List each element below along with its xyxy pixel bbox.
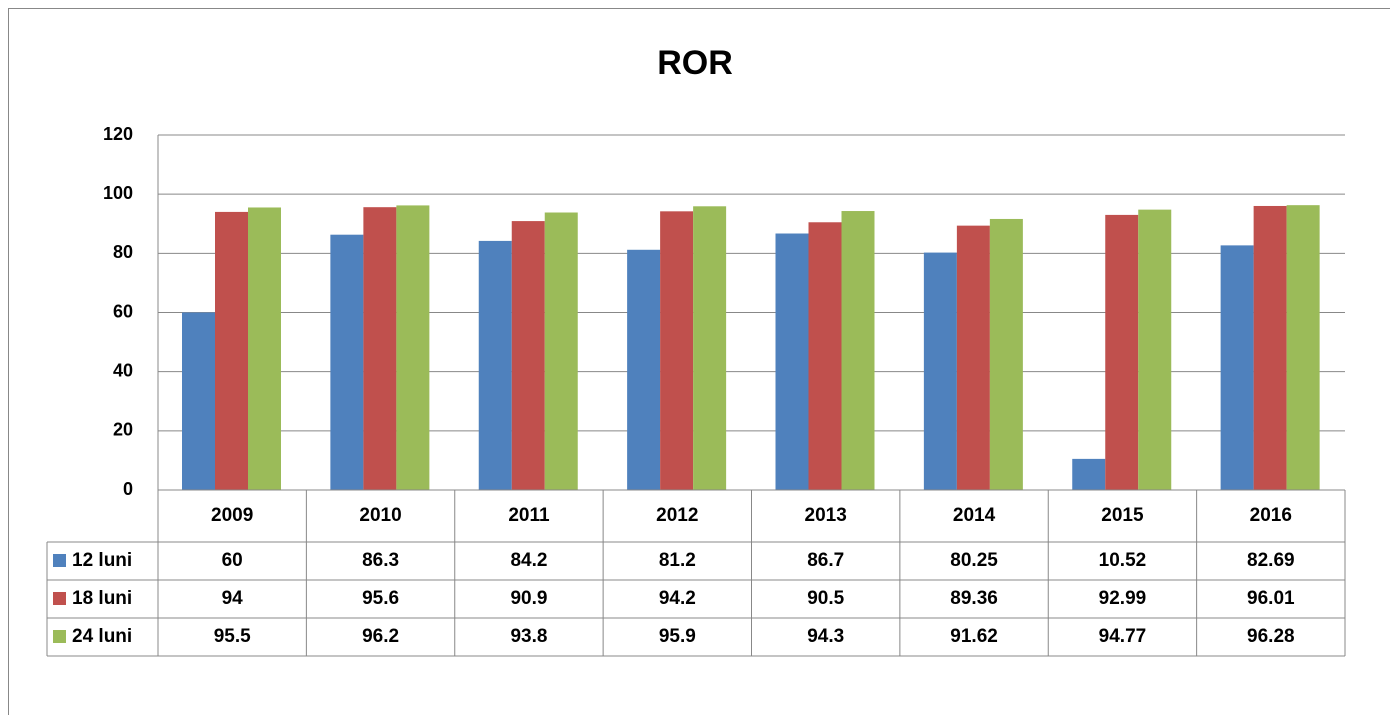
table-cell: 93.8	[510, 626, 547, 647]
table-cell: 94	[222, 588, 244, 609]
legend-key	[53, 554, 66, 567]
x-tick-label: 2013	[805, 505, 847, 526]
chart-frame	[8, 8, 1390, 715]
bar	[956, 225, 990, 491]
bar	[1072, 458, 1106, 490]
table-cell: 94.77	[1099, 626, 1147, 647]
table-cell: 96.2	[362, 626, 399, 647]
bar	[808, 222, 842, 491]
y-tick-label: 20	[113, 420, 133, 440]
bar	[478, 240, 512, 490]
bar	[923, 252, 957, 490]
bar	[1138, 209, 1172, 491]
y-tick-label: 40	[113, 360, 133, 380]
bar	[1105, 214, 1139, 490]
x-tick-label: 2012	[656, 505, 698, 526]
bar	[1286, 205, 1320, 490]
table-cell: 95.9	[659, 626, 696, 647]
bar	[544, 212, 578, 490]
x-tick-label: 2014	[953, 505, 996, 526]
table-cell: 86.7	[807, 550, 844, 571]
table-cell: 60	[222, 550, 243, 571]
bar	[215, 211, 248, 490]
legend-label: 12 luni	[72, 550, 132, 571]
table-cell: 89.36	[950, 588, 998, 609]
table-cell: 84.2	[510, 550, 547, 571]
bar	[248, 207, 281, 490]
bar	[396, 205, 430, 491]
table-cell: 86.3	[362, 550, 399, 571]
table-cell: 94.3	[807, 626, 844, 647]
table-cell: 95.5	[214, 626, 251, 647]
table-cell: 95.6	[362, 588, 399, 609]
table-cell: 92.99	[1099, 588, 1147, 609]
table-cell: 96.01	[1247, 588, 1295, 609]
bar	[775, 233, 809, 490]
table-cell: 81.2	[659, 550, 696, 571]
bar	[182, 312, 215, 490]
y-tick-label: 100	[103, 183, 133, 203]
bar	[1253, 205, 1287, 491]
y-tick-label: 0	[123, 479, 133, 499]
chart-title: ROR	[657, 44, 733, 82]
table-cell: 91.62	[950, 626, 998, 647]
table-cell: 90.9	[510, 588, 547, 609]
bar	[330, 234, 364, 490]
table-cell: 82.69	[1247, 550, 1295, 571]
bar	[841, 211, 875, 490]
legend-label: 18 luni	[72, 588, 132, 609]
y-tick-label: 120	[103, 124, 133, 144]
x-tick-label: 2016	[1250, 505, 1292, 526]
y-tick-label: 80	[113, 242, 133, 262]
y-tick-label: 60	[113, 301, 133, 321]
x-tick-label: 2011	[508, 505, 550, 526]
bar	[989, 218, 1023, 490]
x-tick-label: 2015	[1101, 505, 1144, 526]
bar	[363, 207, 397, 490]
table-cell: 94.2	[659, 588, 696, 609]
bar	[627, 249, 661, 490]
x-tick-label: 2010	[359, 505, 401, 526]
bar	[1220, 245, 1254, 490]
table-cell: 80.25	[950, 550, 998, 571]
table-cell: 90.5	[807, 588, 844, 609]
legend-label: 24 luni	[72, 626, 132, 647]
bar	[693, 206, 727, 490]
x-tick-label: 2009	[211, 505, 253, 526]
table-cell: 10.52	[1099, 550, 1147, 571]
table-cell: 96.28	[1247, 626, 1295, 647]
bar	[511, 221, 545, 490]
legend-key	[53, 592, 66, 605]
bar	[660, 211, 694, 490]
legend-key	[53, 630, 66, 643]
